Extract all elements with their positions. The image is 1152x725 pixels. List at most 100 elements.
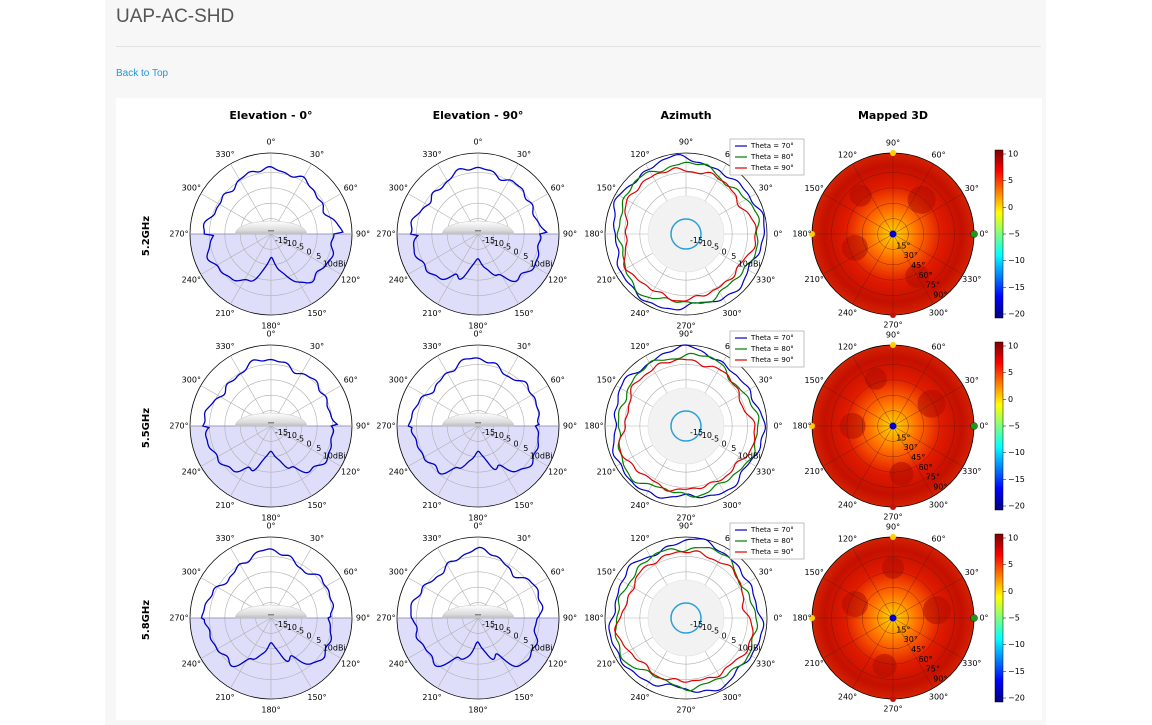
edge-marker [970,614,978,622]
radial-label: -10 [699,239,712,248]
angle-label: 180° [584,230,603,239]
angle-label: 330° [962,467,981,476]
azimuth-gain-curve [612,153,766,311]
radial-label: 5 [316,636,321,645]
gain-pattern-curve [201,358,339,474]
polar-spoke [200,425,272,467]
angle-label: 180° [584,422,603,431]
polar-spoke [892,577,964,619]
angle-label: 90° [563,614,577,623]
angle-label: 180° [584,614,603,623]
angle-label: 120° [630,534,649,543]
center-marker [889,230,897,238]
theta-label: 60° [918,271,932,280]
angle-label: 300° [722,501,741,510]
radial-label: -15 [275,236,288,245]
back-to-top-link[interactable]: Back to Top [116,68,169,79]
angle-label: 150° [805,184,824,193]
edge-marker [890,534,896,540]
angle-label: 270° [883,705,902,714]
radial-label: 0 [307,631,312,640]
angle-label: 300° [389,568,408,577]
colorbar-tick-label: −15 [1008,283,1025,292]
page-title: UAP-AC-SHD [116,6,235,27]
angle-label: 0° [979,230,988,239]
radial-label: 5 [731,636,736,645]
angle-label: 30° [517,534,531,543]
polar-spoke [892,233,934,305]
heatmap-lobe [864,367,887,390]
radial-label: 5 [523,444,528,453]
radial-label: -10 [284,239,297,248]
colorbar-tick-label: −20 [1008,502,1025,511]
access-point-led [475,422,481,424]
angle-label: 330° [756,468,775,477]
angle-label: 120° [341,660,360,669]
polar-spoke [852,355,894,427]
radial-label: 0 [307,247,312,256]
angle-label: 210° [597,276,616,285]
angle-label: 120° [341,276,360,285]
polar-spoke [477,425,519,497]
row-label: 5.2GHz [141,216,152,256]
azimuth-gain-curve [617,352,760,498]
radial-label: -5 [296,434,304,443]
edge-marker [890,312,896,318]
column-header: Elevation - 90° [433,109,524,122]
theta-label: 15° [896,241,910,250]
legend-entry: Theta = 90° [750,548,794,556]
angle-label: 330° [962,659,981,668]
angle-label: 300° [929,692,948,701]
edge-marker [809,423,815,429]
edge-marker [970,422,978,430]
radial-label: -10 [699,431,712,440]
angle-label: 60° [551,184,565,193]
angle-label: 90° [356,614,370,623]
angle-label: 90° [886,139,900,148]
polar-spoke [407,425,479,467]
colorbar-tick-label: −10 [1008,256,1025,265]
access-point-top-view [647,579,725,657]
angle-label: 210° [215,309,234,318]
angle-label: 270° [676,322,695,331]
access-point-image [234,604,308,619]
radial-label: -15 [482,428,495,437]
angle-label: 30° [517,342,531,351]
angle-label: 150° [597,184,616,193]
angle-label: 330° [215,150,234,159]
gain-pattern-curve [410,546,544,668]
radial-label: 5 [523,636,528,645]
angle-label: 120° [838,151,857,160]
azimuth-gain-curve [618,358,756,492]
angle-label: 270° [169,614,188,623]
center-marker [889,422,897,430]
column-header: Mapped 3D [858,109,928,122]
radial-label: -5 [711,434,719,443]
access-point-image [234,412,308,427]
row-label: 5.8GHz [141,600,152,640]
theta-label: 75° [926,281,940,290]
angle-label: 330° [422,342,441,351]
row-label: 5.5GHz [141,408,152,448]
theta-label: 90° [933,675,947,684]
edge-marker [890,504,896,510]
colorbar-tick-label: −5 [1008,614,1020,623]
polar-spoke [892,233,964,275]
angle-label: 90° [356,230,370,239]
radial-label: 10dBi [738,451,761,460]
radial-label: 0 [722,247,727,256]
radial-label: 10dBi [323,643,346,652]
angle-label: 300° [929,308,948,317]
angle-label: 90° [563,422,577,431]
heatmap-lobe [841,591,868,618]
angle-label: 120° [838,343,857,352]
radial-label: -15 [482,236,495,245]
angle-label: 0° [266,522,275,531]
polar-spoke [437,425,479,497]
polar-spoke [270,617,312,689]
angle-label: 0° [473,522,482,531]
colorbar-tick-label: −5 [1008,230,1020,239]
angle-label: 330° [756,660,775,669]
heatmap-lobe [907,185,936,214]
polar-spoke [822,193,894,235]
